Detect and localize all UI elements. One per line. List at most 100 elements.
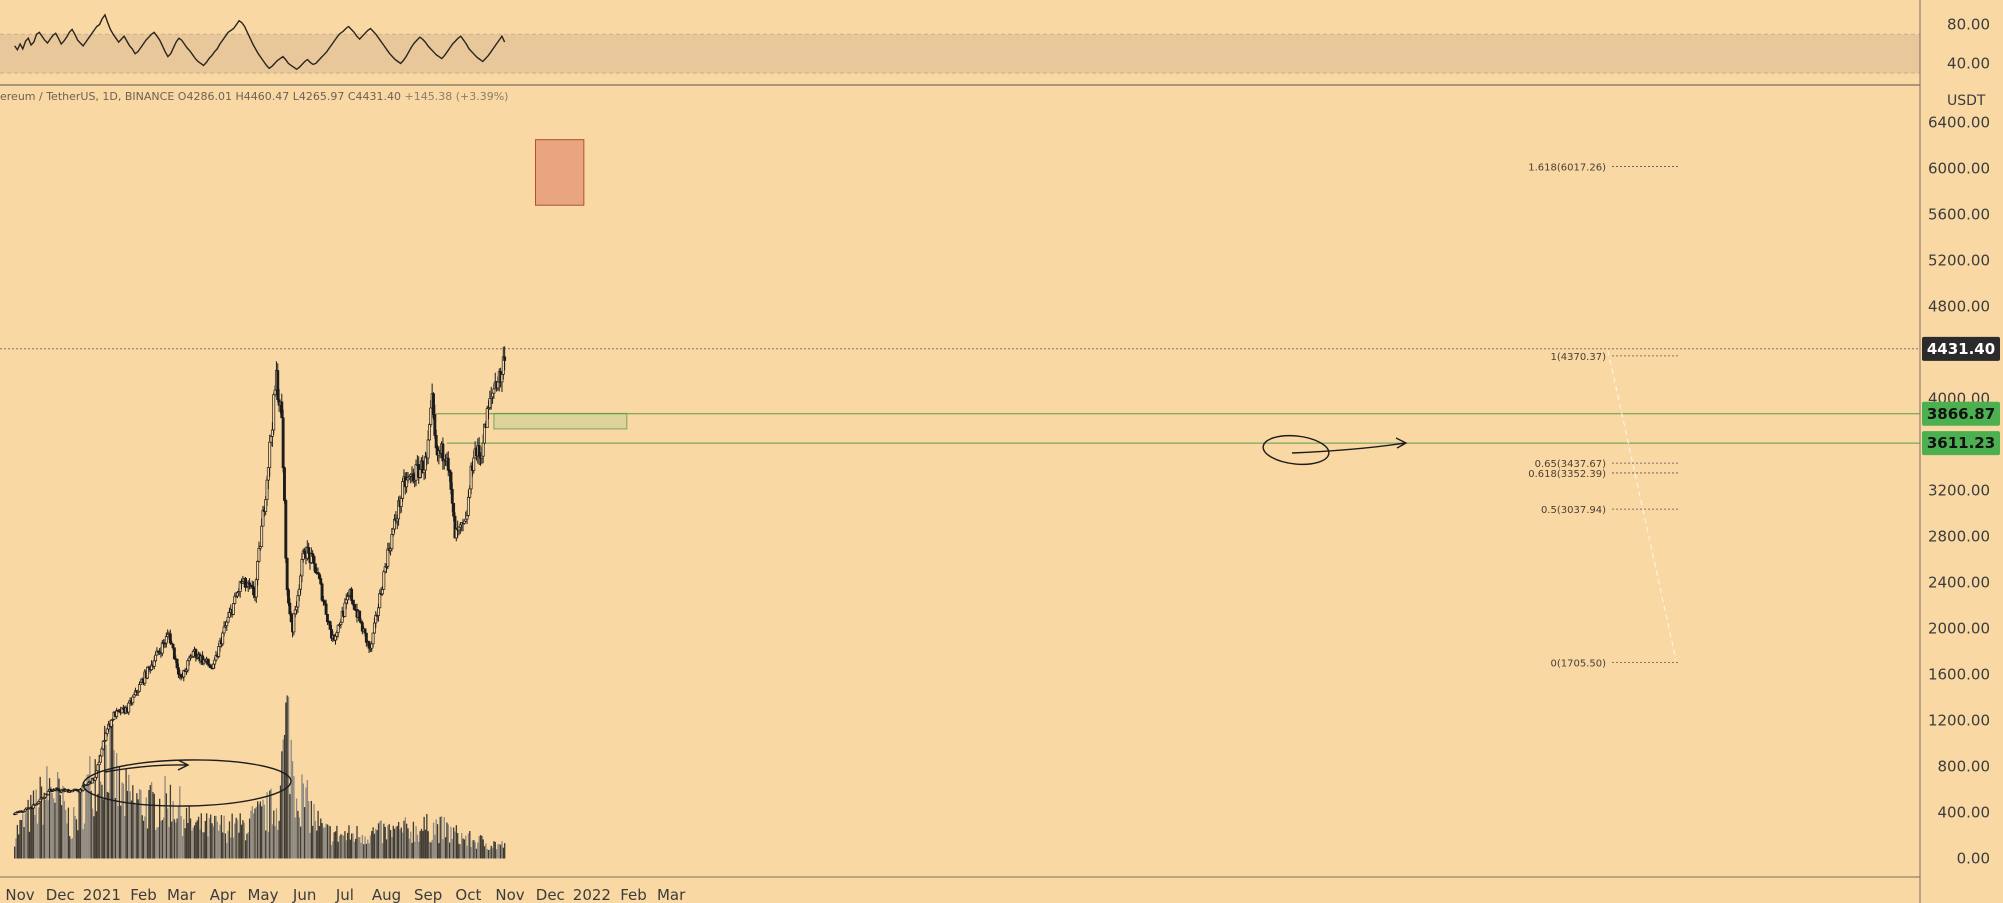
time-axis: Nov Dec 2021 Feb Mar Apr May Jun Jul Aug Sep Oct Nov… xyxy=(5,886,686,903)
candle-body xyxy=(225,621,229,627)
volume-bar xyxy=(43,792,45,859)
volume-bar xyxy=(191,830,193,859)
price-tick-label: 400.00 xyxy=(1938,803,1991,821)
time-tick-label: Nov xyxy=(5,886,34,903)
candle-body xyxy=(465,515,469,520)
volume-bar xyxy=(427,831,429,859)
volume-bar xyxy=(451,838,453,859)
target-zone-box xyxy=(535,139,585,206)
candle-body xyxy=(441,443,445,462)
candle-body xyxy=(171,643,175,649)
volume-bar xyxy=(52,798,55,859)
volume-bar xyxy=(195,822,197,859)
volume-bar xyxy=(444,837,447,859)
candle-body xyxy=(358,610,362,622)
accumulation-ellipse xyxy=(82,759,292,807)
volume-bar xyxy=(312,825,314,859)
volume-bar xyxy=(377,823,380,859)
volume-bar xyxy=(302,783,304,859)
candle-body xyxy=(97,761,101,766)
candle-body xyxy=(191,651,195,657)
volume-bar xyxy=(471,840,474,859)
volume-bar xyxy=(310,800,313,859)
volume-bar xyxy=(395,826,397,859)
candle-body xyxy=(344,599,348,604)
candle-body xyxy=(261,509,265,527)
candle-body xyxy=(288,602,292,615)
volume-bar xyxy=(428,841,431,859)
price-tick-label: 1600.00 xyxy=(1928,665,1990,683)
volume-bar xyxy=(210,814,212,859)
volume-bar xyxy=(69,836,71,859)
volume-bar xyxy=(344,831,346,859)
candles xyxy=(13,346,507,816)
candle-body xyxy=(283,467,286,501)
volume-bar xyxy=(218,830,220,859)
volume-bar xyxy=(407,828,409,859)
candle-body xyxy=(325,614,329,622)
volume-bar xyxy=(125,769,127,859)
volume-bar xyxy=(168,827,170,859)
volume-bar xyxy=(332,841,334,859)
volume-bar xyxy=(116,753,118,859)
candle-body xyxy=(266,467,270,481)
volume-bar xyxy=(27,799,29,859)
volume-bar xyxy=(211,823,213,859)
candle-body xyxy=(300,558,304,577)
volume-bar xyxy=(320,818,322,859)
candle-body xyxy=(422,469,426,474)
candle-body xyxy=(335,632,339,637)
candle-body xyxy=(211,663,215,669)
volume-bar xyxy=(436,824,439,859)
volume-bar xyxy=(159,798,161,859)
volume-bar xyxy=(455,825,458,859)
volume-bar xyxy=(56,772,59,859)
volume-bar xyxy=(62,785,64,859)
volume-bar xyxy=(340,834,342,859)
volume-bar xyxy=(415,826,417,859)
volume-bar xyxy=(51,792,53,859)
volume-bar xyxy=(318,826,321,859)
volume-bar xyxy=(259,801,262,859)
volume-bar xyxy=(350,833,353,859)
candle-body xyxy=(168,633,172,644)
price-tag-box xyxy=(1922,431,2000,456)
candle-body xyxy=(457,526,461,531)
volume-bar xyxy=(420,828,423,859)
candle-body xyxy=(496,381,500,389)
unit-label: USDT xyxy=(1947,93,1986,109)
volume-bar xyxy=(275,808,278,859)
volume-bar xyxy=(494,841,496,859)
volume-bar xyxy=(338,835,341,859)
candle-body xyxy=(293,609,297,615)
volume-bar xyxy=(290,739,292,859)
candle-body xyxy=(127,702,131,713)
volume-bar xyxy=(46,766,48,859)
volume-bar xyxy=(478,836,480,859)
price-tag-box xyxy=(1922,336,2000,361)
volume-bar xyxy=(226,842,228,859)
volume-bar xyxy=(239,813,241,859)
volume-bar xyxy=(152,792,154,859)
volume-bar xyxy=(411,842,413,859)
volume-bar xyxy=(406,823,408,859)
price-tag-label: 3866.87 xyxy=(1927,405,1995,423)
volume-bar xyxy=(54,802,56,859)
volume-bar xyxy=(220,815,223,859)
volume-bar xyxy=(393,828,396,859)
candle-body xyxy=(324,603,328,615)
volume-bar xyxy=(349,839,351,859)
volume-bar xyxy=(235,817,237,859)
volume-bar xyxy=(128,774,130,859)
volume-bar xyxy=(78,792,80,859)
rsi-tick-label: 40.00 xyxy=(1947,54,1990,72)
volume-bar xyxy=(99,781,102,859)
candle-body xyxy=(343,602,347,617)
volume-bar xyxy=(473,840,475,859)
volume-bar xyxy=(114,797,117,859)
volume-bar xyxy=(20,820,23,859)
candle-body xyxy=(312,556,316,565)
volume-bar xyxy=(219,824,221,859)
volume-bar xyxy=(371,831,373,859)
